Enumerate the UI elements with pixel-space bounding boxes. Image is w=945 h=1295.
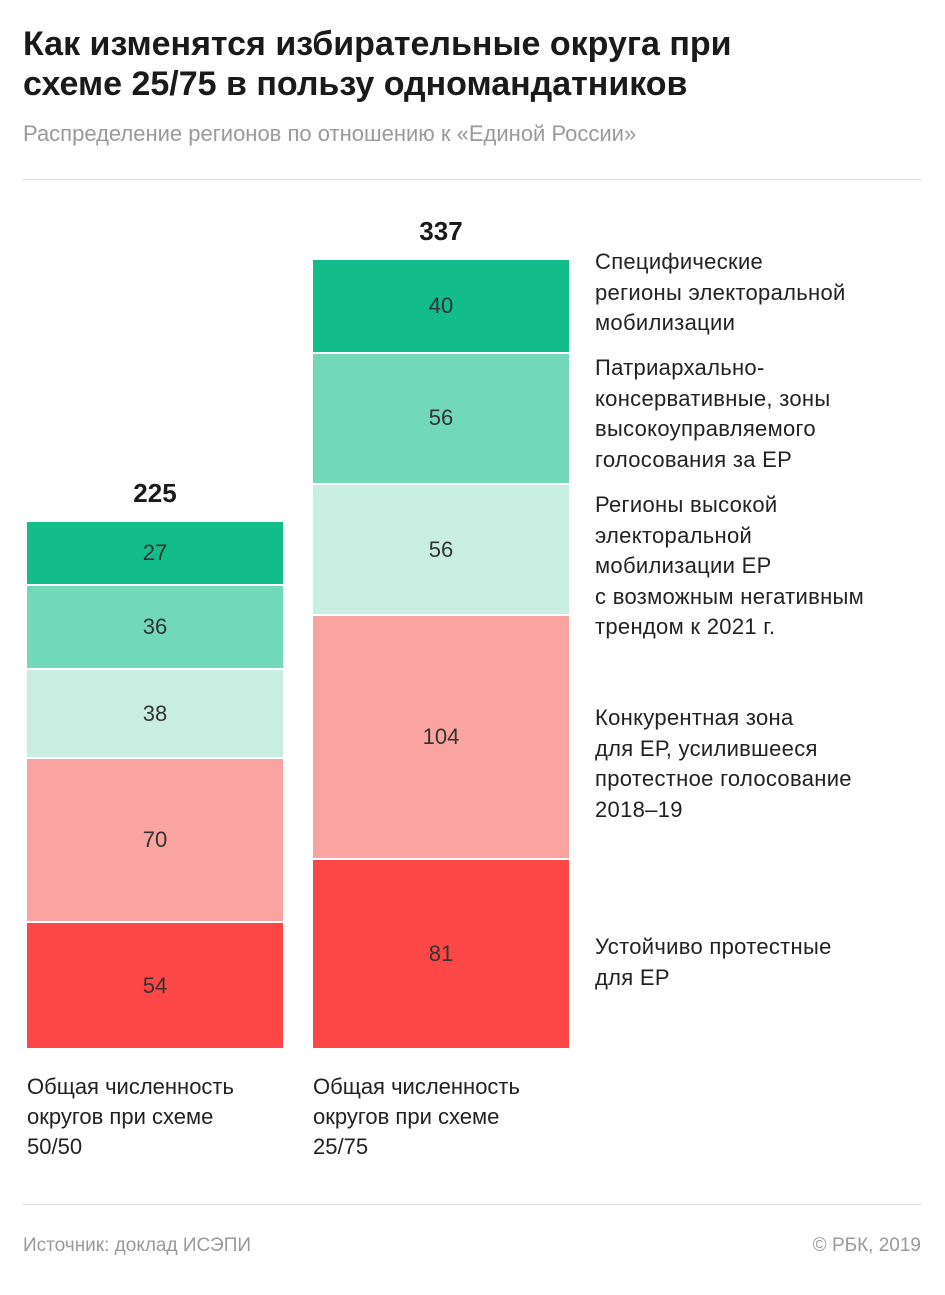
plot: 54 70 38 36 27 225 Общая численность округов п…	[27, 215, 865, 1159]
bar-segment: 38	[27, 668, 283, 758]
source: Источник: доклад ИСЭПИ	[23, 1235, 251, 1256]
legend-entry: Устойчиво протестные для ЕР	[595, 934, 832, 990]
bar-segment: 104	[313, 614, 569, 859]
divider	[23, 179, 921, 180]
chart-subtitle: Распределение регионов по отношению к «Е…	[23, 121, 637, 146]
chart-title: Как изменятся избирательные округа при с…	[23, 25, 732, 103]
value-label: 104	[422, 724, 460, 750]
value-label: 40	[428, 292, 454, 318]
bar-segment: 27	[27, 520, 283, 584]
bar-segment: 56	[313, 482, 569, 615]
legend-entry: Регионы высокой электоральной мобилизаци…	[595, 492, 865, 639]
value-label: 81	[428, 941, 454, 967]
total-label: 225	[133, 478, 177, 509]
bar-segment: 36	[27, 583, 283, 669]
legend-entry: Конкурентная зона для ЕР, усилившееся пр…	[595, 705, 852, 822]
legend-entry: Патриархально- консервативные, зоны высо…	[595, 355, 831, 472]
value-label: 27	[142, 540, 168, 566]
value-label: 56	[428, 536, 454, 562]
category-label: Общая численность округов при схеме 50/5…	[27, 1074, 234, 1159]
value-label: 38	[142, 700, 168, 726]
divider	[23, 1204, 921, 1205]
value-label: 56	[428, 405, 454, 431]
value-label: 54	[142, 972, 168, 998]
copyright: © РБК, 2019	[812, 1235, 921, 1256]
bar-segment: 54	[27, 921, 283, 1048]
category-label: Общая численность округов при схеме 25/7…	[313, 1074, 520, 1159]
bar-segment: 70	[27, 757, 283, 922]
legend-entry: Специфические регионы электоральной моби…	[595, 249, 846, 335]
value-label: 36	[142, 613, 168, 639]
bar-segment: 81	[313, 858, 569, 1048]
bar-segment: 40	[313, 257, 569, 352]
bar-segment: 56	[313, 351, 569, 483]
value-label: 70	[142, 827, 168, 853]
total-label: 337	[419, 215, 463, 246]
